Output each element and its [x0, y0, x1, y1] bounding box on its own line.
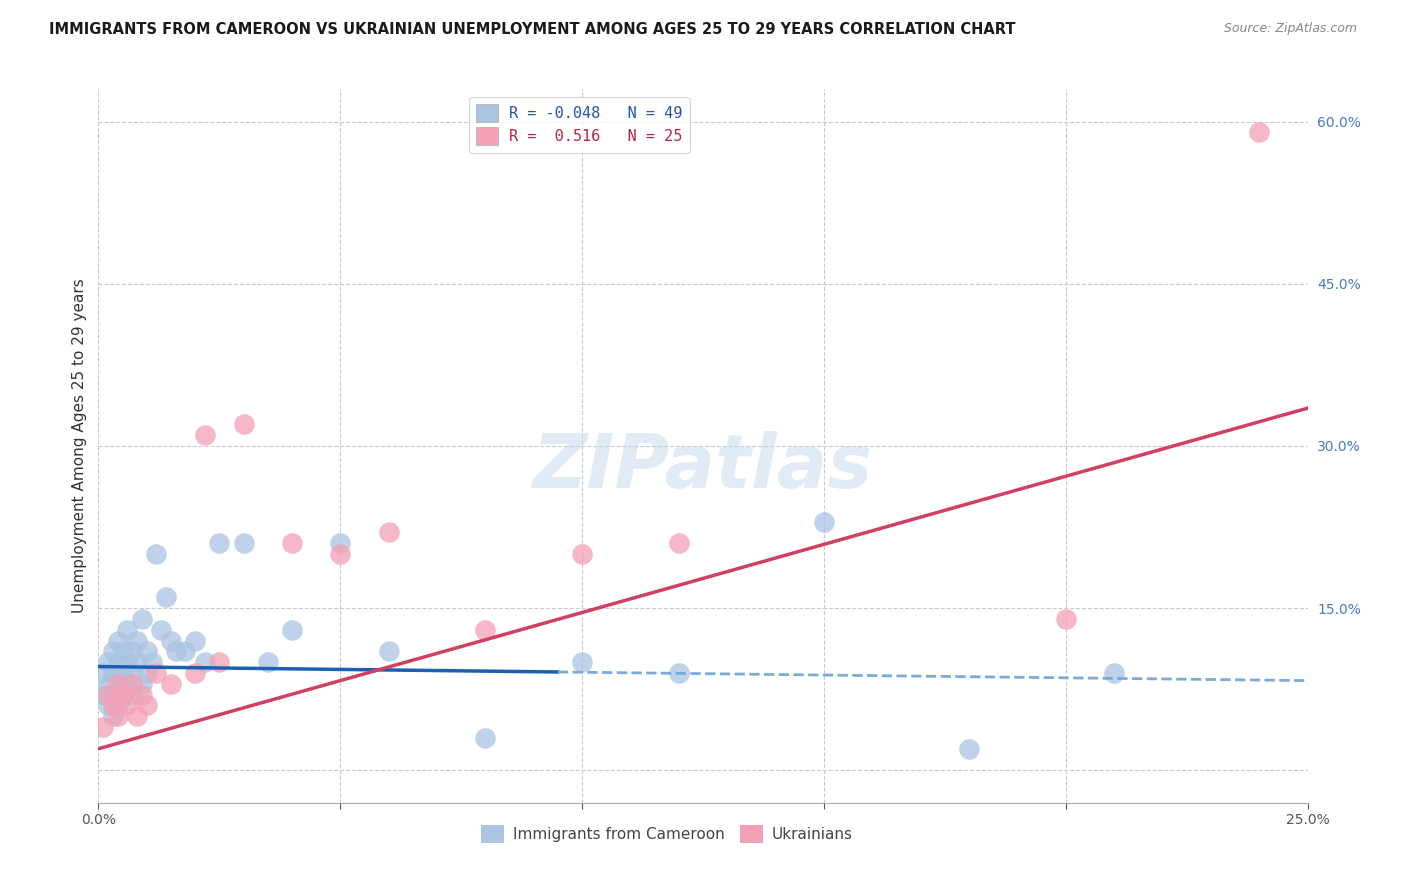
Point	[141, 655, 163, 669]
Point	[101, 666, 124, 681]
Point	[107, 698, 129, 713]
Point	[160, 677, 183, 691]
Point	[377, 525, 399, 540]
Point	[474, 731, 496, 745]
Point	[107, 655, 129, 669]
Point	[117, 698, 139, 713]
Point	[131, 688, 153, 702]
Point	[145, 666, 167, 681]
Point	[1249, 125, 1271, 139]
Point	[160, 633, 183, 648]
Point	[97, 698, 120, 713]
Point	[194, 655, 217, 669]
Point	[107, 677, 129, 691]
Point	[329, 547, 352, 561]
Point	[184, 666, 207, 681]
Point	[107, 633, 129, 648]
Point	[145, 547, 167, 561]
Point	[571, 655, 593, 669]
Point	[111, 688, 134, 702]
Point	[135, 666, 157, 681]
Text: ZIPatlas: ZIPatlas	[533, 431, 873, 504]
Point	[174, 644, 197, 658]
Point	[668, 666, 690, 681]
Point	[101, 709, 124, 723]
Point	[232, 536, 254, 550]
Point	[111, 666, 134, 681]
Point	[281, 536, 304, 550]
Point	[121, 688, 143, 702]
Point	[117, 623, 139, 637]
Point	[165, 644, 187, 658]
Point	[208, 536, 231, 550]
Point	[121, 666, 143, 681]
Point	[208, 655, 231, 669]
Point	[91, 688, 114, 702]
Point	[121, 644, 143, 658]
Point	[127, 655, 149, 669]
Y-axis label: Unemployment Among Ages 25 to 29 years: Unemployment Among Ages 25 to 29 years	[72, 278, 87, 614]
Text: Source: ZipAtlas.com: Source: ZipAtlas.com	[1223, 22, 1357, 36]
Point	[256, 655, 278, 669]
Point	[474, 623, 496, 637]
Point	[101, 698, 124, 713]
Point	[91, 720, 114, 734]
Point	[111, 688, 134, 702]
Point	[329, 536, 352, 550]
Point	[232, 417, 254, 432]
Point	[111, 644, 134, 658]
Point	[957, 741, 980, 756]
Point	[121, 677, 143, 691]
Point	[571, 547, 593, 561]
Point	[813, 515, 835, 529]
Point	[107, 677, 129, 691]
Point	[131, 612, 153, 626]
Point	[150, 623, 173, 637]
Point	[97, 655, 120, 669]
Text: IMMIGRANTS FROM CAMEROON VS UKRAINIAN UNEMPLOYMENT AMONG AGES 25 TO 29 YEARS COR: IMMIGRANTS FROM CAMEROON VS UKRAINIAN UN…	[49, 22, 1015, 37]
Point	[91, 666, 114, 681]
Point	[117, 655, 139, 669]
Legend: Immigrants from Cameroon, Ukrainians: Immigrants from Cameroon, Ukrainians	[474, 819, 859, 848]
Point	[135, 698, 157, 713]
Point	[1102, 666, 1125, 681]
Point	[377, 644, 399, 658]
Point	[117, 677, 139, 691]
Point	[101, 688, 124, 702]
Point	[668, 536, 690, 550]
Point	[194, 428, 217, 442]
Point	[281, 623, 304, 637]
Point	[127, 709, 149, 723]
Point	[107, 709, 129, 723]
Point	[155, 591, 177, 605]
Point	[97, 677, 120, 691]
Point	[184, 633, 207, 648]
Point	[101, 644, 124, 658]
Point	[97, 688, 120, 702]
Point	[127, 633, 149, 648]
Point	[131, 677, 153, 691]
Point	[1054, 612, 1077, 626]
Point	[135, 644, 157, 658]
